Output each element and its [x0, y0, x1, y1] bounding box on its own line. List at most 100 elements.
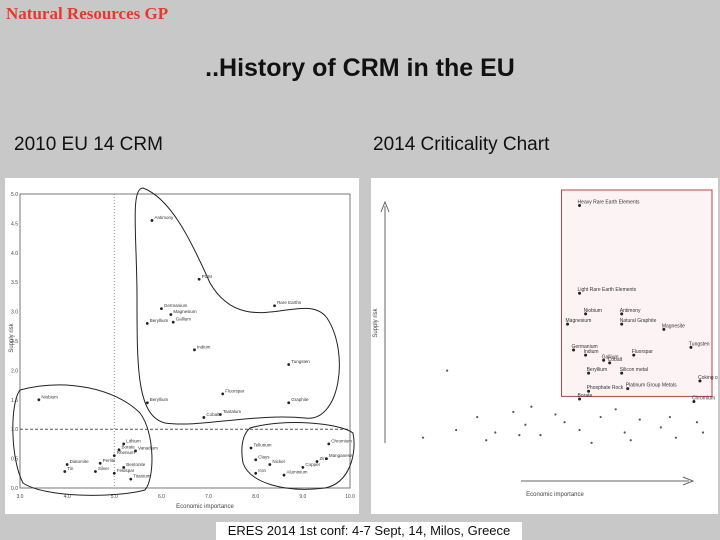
chart-2010-ylabel: Supply risk [9, 322, 15, 352]
point-label: Magnesite [662, 323, 685, 329]
minor-data-point [578, 428, 581, 432]
data-point [98, 461, 102, 465]
data-point [620, 371, 624, 375]
y-tick-label: 0.0 [11, 486, 18, 492]
point-label: Beryllium [587, 367, 608, 373]
chart-2014-xlabel: Economic importance [526, 492, 584, 498]
point-label: Chromium [331, 438, 352, 443]
data-point [117, 448, 121, 452]
data-point [249, 446, 253, 450]
data-point [145, 401, 149, 405]
data-point [587, 371, 591, 375]
point-label: Platinum Group Metals [626, 383, 677, 389]
data-point [287, 401, 291, 405]
data-point [160, 307, 163, 311]
data-point [301, 466, 305, 469]
data-point [65, 463, 69, 466]
x-tick-label: 3.0 [17, 494, 24, 500]
data-point [129, 477, 133, 481]
data-point [122, 466, 126, 469]
point-label: Aluminium [287, 470, 308, 475]
minor-data-point [512, 410, 515, 413]
footer-credit: ERES 2014 1st conf: 4-7 Sept, 14, Milos,… [216, 522, 522, 540]
minor-data-point [599, 415, 602, 419]
y-tick-label: 4.5 [11, 221, 18, 227]
minor-data-point [446, 369, 449, 372]
point-label: Phosphate Rock [587, 385, 624, 391]
data-point [602, 358, 606, 362]
data-point [171, 320, 175, 324]
minor-data-point [701, 431, 705, 434]
data-point [112, 471, 116, 475]
data-point [197, 277, 201, 281]
data-point [608, 361, 612, 365]
minor-data-point [623, 431, 626, 434]
x-tick-label: 8.0 [252, 494, 259, 500]
point-label: Feldspar [117, 468, 135, 473]
y-tick-label: 2.5 [11, 339, 18, 345]
data-point [254, 471, 258, 475]
data-point [572, 348, 576, 352]
point-label: Perlite [103, 458, 116, 463]
point-label: PGM [202, 274, 213, 279]
point-label: Rhenium [117, 450, 135, 455]
data-point [145, 321, 149, 325]
point-label: Magnesium [173, 309, 197, 314]
point-label: Manganese [329, 453, 353, 458]
point-label: Fluorspar [632, 349, 653, 355]
data-point [268, 463, 272, 466]
minor-data-point [539, 434, 542, 437]
point-label: Tantalum [223, 409, 242, 414]
minor-data-point [485, 439, 488, 442]
point-label: Tungsten [291, 359, 310, 364]
data-point [566, 322, 570, 326]
chart-2010-background [5, 178, 359, 514]
point-label: Nickel [272, 459, 284, 464]
point-label: Borate [578, 393, 593, 399]
minor-data-point [530, 405, 533, 408]
point-label: Chromium [692, 396, 715, 402]
data-point [193, 348, 196, 352]
y-tick-label: 1.0 [11, 427, 18, 433]
data-point [620, 322, 624, 326]
x-tick-label: 5.0 [111, 494, 118, 500]
point-label: Magnesium [566, 318, 592, 324]
data-point [689, 345, 693, 349]
point-label: Beryllium [150, 397, 169, 402]
point-label: Coking coal [698, 375, 718, 381]
y-tick-label: 1.5 [11, 398, 18, 404]
high-importance-cluster-outline [241, 422, 355, 490]
point-label: Diatomite [70, 459, 90, 464]
data-point [169, 313, 173, 316]
y-tick-label: 5.0 [11, 192, 18, 198]
point-label: Antimony [155, 215, 175, 220]
chart-2010-xlabel: Economic importance [176, 504, 234, 510]
point-label: Bentonite [126, 462, 146, 467]
critical-cluster-outline [134, 187, 340, 425]
x-tick-label: 6.0 [158, 494, 165, 500]
minor-data-point [554, 413, 557, 416]
data-point [221, 392, 225, 396]
point-label: Silver [98, 466, 110, 471]
low-importance-cluster-outline [12, 384, 153, 496]
left-chart-heading: 2010 EU 14 CRM [14, 134, 163, 155]
data-point [202, 416, 206, 419]
chart-2014-criticality: Heavy Rare Earth Elements Light Rare Eart… [371, 178, 718, 514]
data-point [325, 457, 328, 460]
minor-data-point [629, 439, 632, 442]
y-tick-label: 4.0 [11, 251, 18, 257]
x-tick-label: 4.0 [64, 494, 71, 500]
minor-data-point [695, 421, 699, 424]
minor-data-point [614, 408, 617, 411]
minor-data-point [668, 415, 671, 419]
plot-frame [19, 193, 351, 489]
point-label: Niobium [41, 394, 58, 399]
point-label: Cobalt [206, 412, 220, 417]
point-label: Clays [258, 454, 270, 459]
minor-data-point [524, 423, 527, 426]
data-point [134, 449, 137, 453]
data-point [94, 470, 97, 473]
point-label: Antimony [620, 308, 641, 314]
minor-data-point [638, 418, 641, 421]
